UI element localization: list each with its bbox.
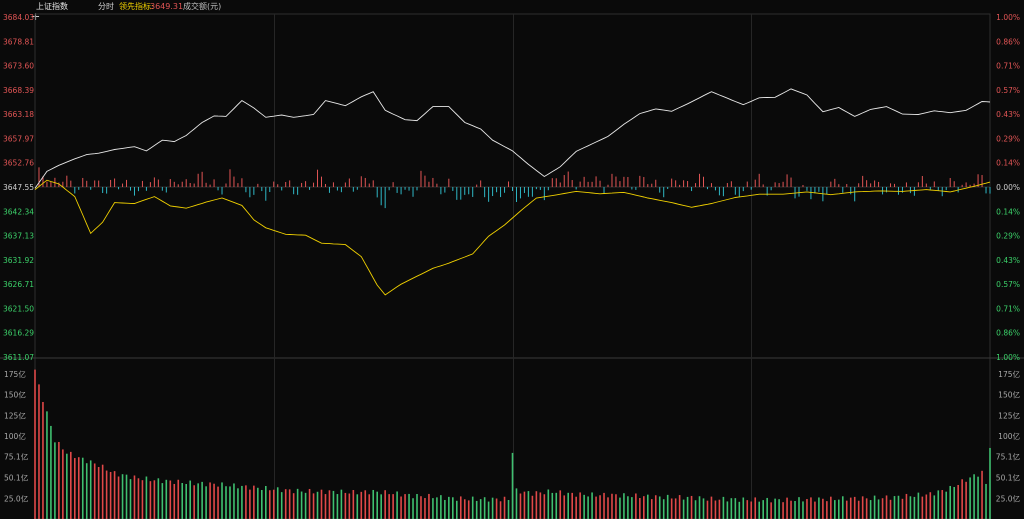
chart-lines bbox=[34, 88, 991, 296]
percent-tick-label: 0.29% bbox=[996, 134, 1020, 143]
percent-tick-label: 0.00% bbox=[996, 183, 1020, 192]
price-tick-label: 3684.03 bbox=[3, 13, 34, 22]
leading-line bbox=[34, 179, 991, 296]
percent-tick-label: 0.57% bbox=[996, 86, 1020, 95]
percent-tick-label: 0.14% bbox=[996, 207, 1020, 216]
chart-axes: 3684.03 3678.81 3673.60 3668.39 3663.18 3657.… bbox=[3, 13, 1020, 503]
price-tick-label: 3668.39 bbox=[3, 86, 34, 95]
percent-tick-label: 0.43% bbox=[996, 256, 1020, 265]
volume-tick-label-left: 175亿 bbox=[4, 369, 26, 379]
chart-grid bbox=[0, 13, 1024, 519]
volume-tick-label-right: 50.1亿 bbox=[996, 472, 1021, 482]
price-tick-label: 3637.13 bbox=[3, 232, 34, 241]
price-tick-label: 3652.76 bbox=[3, 159, 34, 168]
volume-tick-label-left: 150亿 bbox=[4, 390, 26, 400]
price-tick-label: 3647.55 bbox=[3, 183, 34, 192]
percent-tick-label: 0.14% bbox=[996, 159, 1020, 168]
crosshair-icon[interactable]: + bbox=[31, 10, 41, 23]
percent-tick-label: 0.86% bbox=[996, 329, 1020, 338]
price-line bbox=[34, 88, 991, 189]
volume-tick-label-left: 25.0亿 bbox=[4, 493, 29, 503]
leading-indicator-value: 3649.31 bbox=[150, 2, 184, 11]
price-change-bars bbox=[38, 167, 991, 209]
volume-tick-label-right: 25.0亿 bbox=[996, 493, 1021, 503]
volume-tick-label-right: 175亿 bbox=[998, 369, 1020, 379]
price-tick-label: 3616.29 bbox=[3, 329, 34, 338]
price-tick-label: 3663.18 bbox=[3, 110, 34, 119]
percent-tick-label: 0.71% bbox=[996, 62, 1020, 71]
volume-tick-label-right: 150亿 bbox=[998, 390, 1020, 400]
price-tick-label: 3642.34 bbox=[3, 207, 34, 216]
percent-tick-label: 0.43% bbox=[996, 110, 1020, 119]
leading-indicator-label: 领先指标: bbox=[119, 2, 154, 11]
percent-tick-label: 0.86% bbox=[996, 37, 1020, 46]
price-tick-label: 3631.92 bbox=[3, 256, 34, 265]
volume-label[interactable]: 成交额(元) bbox=[183, 2, 222, 11]
percent-tick-label: 1.00% bbox=[996, 353, 1020, 362]
volume-tick-label-left: 100亿 bbox=[4, 431, 26, 441]
price-tick-label: 3626.71 bbox=[3, 280, 34, 289]
volume-tick-label-right: 100亿 bbox=[998, 431, 1020, 441]
period-label[interactable]: 分时 bbox=[98, 2, 114, 11]
price-tick-label: 3673.60 bbox=[3, 62, 34, 71]
percent-tick-label: 0.29% bbox=[996, 232, 1020, 241]
index-title[interactable]: 上证指数 bbox=[36, 2, 68, 11]
percent-tick-label: 1.00% bbox=[996, 13, 1020, 22]
price-tick-label: 3678.81 bbox=[3, 37, 34, 46]
volume-tick-label-left: 125亿 bbox=[4, 410, 26, 420]
price-tick-label: 3621.50 bbox=[3, 304, 34, 313]
chart-header: 上证指数 分时 领先指标: 3649.31 成交额(元) bbox=[0, 0, 1024, 14]
price-tick-label: 3611.07 bbox=[3, 353, 34, 362]
chart-frame bbox=[34, 13, 991, 519]
percent-tick-label: 0.71% bbox=[996, 304, 1020, 313]
price-tick-label: 3657.97 bbox=[3, 134, 34, 143]
volume-tick-label-right: 125亿 bbox=[998, 410, 1020, 420]
volume-tick-label-right: 75.1亿 bbox=[996, 452, 1021, 462]
volume-tick-label-left: 75.1亿 bbox=[4, 452, 29, 462]
volume-tick-label-left: 50.1亿 bbox=[4, 472, 29, 482]
percent-tick-label: 0.57% bbox=[996, 280, 1020, 289]
volume-bars bbox=[34, 369, 991, 519]
